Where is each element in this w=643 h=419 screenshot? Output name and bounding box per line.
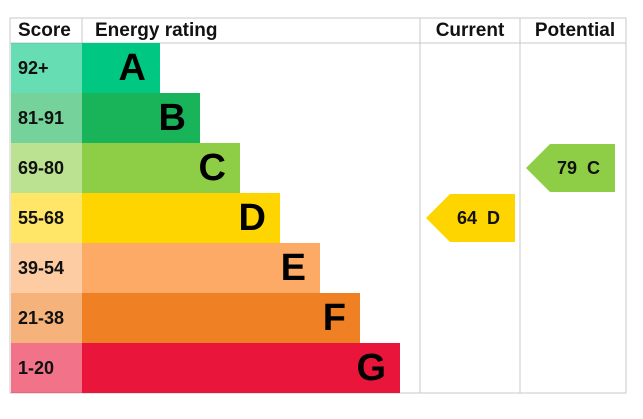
- rating-bar: [82, 143, 240, 193]
- score-range: 39-54: [18, 258, 64, 278]
- rating-bar: [82, 193, 280, 243]
- score-range: 69-80: [18, 158, 64, 178]
- rating-bar: [82, 43, 160, 93]
- score-range: 21-38: [18, 308, 64, 328]
- score-range: 92+: [18, 58, 49, 78]
- current-label: 64 D: [457, 208, 500, 228]
- rating-letter: A: [119, 47, 146, 89]
- rating-letter: D: [239, 197, 266, 239]
- rating-letter: B: [159, 97, 186, 139]
- score-range: 1-20: [18, 358, 54, 378]
- rating-letter: F: [323, 297, 346, 339]
- rating-bar: [82, 93, 200, 143]
- current-value: 64: [457, 208, 477, 228]
- score-cell: [11, 193, 82, 243]
- rating-letter: G: [356, 347, 386, 389]
- rating-bar: [82, 343, 400, 393]
- current-arrow: [426, 194, 515, 242]
- score-cell: [11, 243, 82, 293]
- score-cell: [11, 143, 82, 193]
- score-cell: [11, 43, 82, 93]
- potential-letter: C: [587, 158, 600, 178]
- score-cell: [11, 93, 82, 143]
- rating-bar: [82, 293, 360, 343]
- rating-letter: E: [281, 247, 306, 289]
- potential-arrow: [526, 144, 615, 192]
- header-potential: Potential: [535, 20, 615, 41]
- rating-letter: C: [199, 147, 226, 189]
- score-cell: [11, 293, 82, 343]
- header-rating: Energy rating: [95, 20, 217, 41]
- potential-label: 79 C: [557, 158, 600, 178]
- potential-value: 79: [557, 158, 577, 178]
- current-letter: D: [487, 208, 500, 228]
- header-current: Current: [436, 20, 505, 41]
- score-range: 55-68: [18, 208, 64, 228]
- header-score: Score: [18, 20, 71, 41]
- score-range: 81-91: [18, 108, 64, 128]
- rating-bar: [82, 243, 320, 293]
- score-cell: [11, 343, 82, 393]
